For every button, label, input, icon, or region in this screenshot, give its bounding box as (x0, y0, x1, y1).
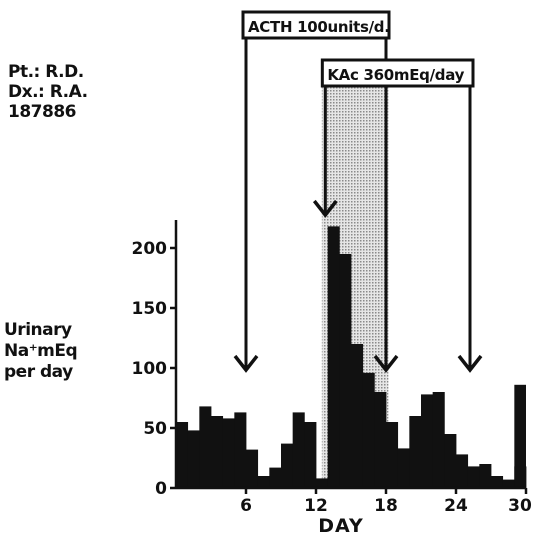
data-bar (362, 372, 375, 488)
data-bar (176, 422, 189, 488)
x-tick-label: 12 (304, 496, 328, 516)
data-bar (339, 254, 352, 488)
y-axis-label-line-2: Na⁺mEq (4, 341, 78, 361)
data-bar (246, 449, 259, 488)
data-bar (351, 344, 364, 488)
data-bar (281, 443, 294, 488)
patient-id: Pt.: R.D. (8, 62, 84, 82)
patient-info: Pt.: R.D. Dx.: R.A. 187886 (8, 62, 88, 122)
treatment-label-box (320, 58, 475, 88)
y-tick-label: 0 (155, 479, 167, 499)
arrowhead-icon (457, 354, 483, 373)
treatment-label: KAc 360mEq/day (327, 66, 464, 84)
x-tick-label: 18 (374, 496, 398, 516)
y-tick-label: 150 (132, 299, 168, 319)
y-axis-label-line-1: Urinary (4, 320, 72, 340)
y-tick-label: 100 (132, 359, 168, 379)
x-tick-label: 24 (444, 496, 468, 516)
treatment-label: ACTH 100units/d. (248, 18, 390, 36)
y-axis-label-line-3: per day (4, 362, 73, 382)
data-bar (187, 430, 200, 488)
arrowhead-icon (312, 199, 338, 218)
data-bar (199, 406, 212, 488)
data-bar (257, 476, 270, 488)
data-bar (421, 394, 434, 488)
data-bar (491, 476, 504, 488)
data-bar (374, 392, 387, 488)
data-bar (292, 412, 305, 488)
data-bar (386, 422, 399, 488)
x-tick-label: 6 (240, 496, 252, 516)
data-bar (304, 422, 317, 488)
y-tick-label: 50 (143, 419, 167, 439)
data-bar (409, 416, 422, 488)
data-bar (467, 466, 480, 488)
data-bar (444, 434, 457, 488)
treatment-label-box (241, 10, 391, 40)
x-tick-label: 30 (508, 496, 532, 516)
y-axis-label: Urinary Na⁺mEq per day (4, 320, 78, 383)
y-tick-label: 200 (132, 239, 168, 259)
data-bar (222, 418, 235, 488)
arrowhead-icon (373, 354, 399, 373)
data-bar (432, 392, 445, 488)
data-bar (211, 416, 224, 488)
acth-treatment-marker: ACTH 100units/d. (233, 10, 399, 373)
data-bar-final (514, 384, 526, 488)
kac-treatment-marker: KAc 360mEq/day (312, 58, 483, 373)
x-axis-title: DAY (318, 515, 363, 537)
data-bar (479, 464, 492, 488)
data-bar (316, 478, 329, 488)
data-bar (397, 448, 410, 488)
diagnosis: Dx.: R.A. (8, 82, 88, 102)
data-bar (269, 467, 282, 488)
record-number: 187886 (8, 102, 76, 122)
arrowhead-icon (233, 354, 259, 373)
data-bar (502, 479, 515, 488)
data-bar (234, 412, 247, 488)
data-bar (456, 454, 469, 488)
data-bar (327, 226, 340, 488)
